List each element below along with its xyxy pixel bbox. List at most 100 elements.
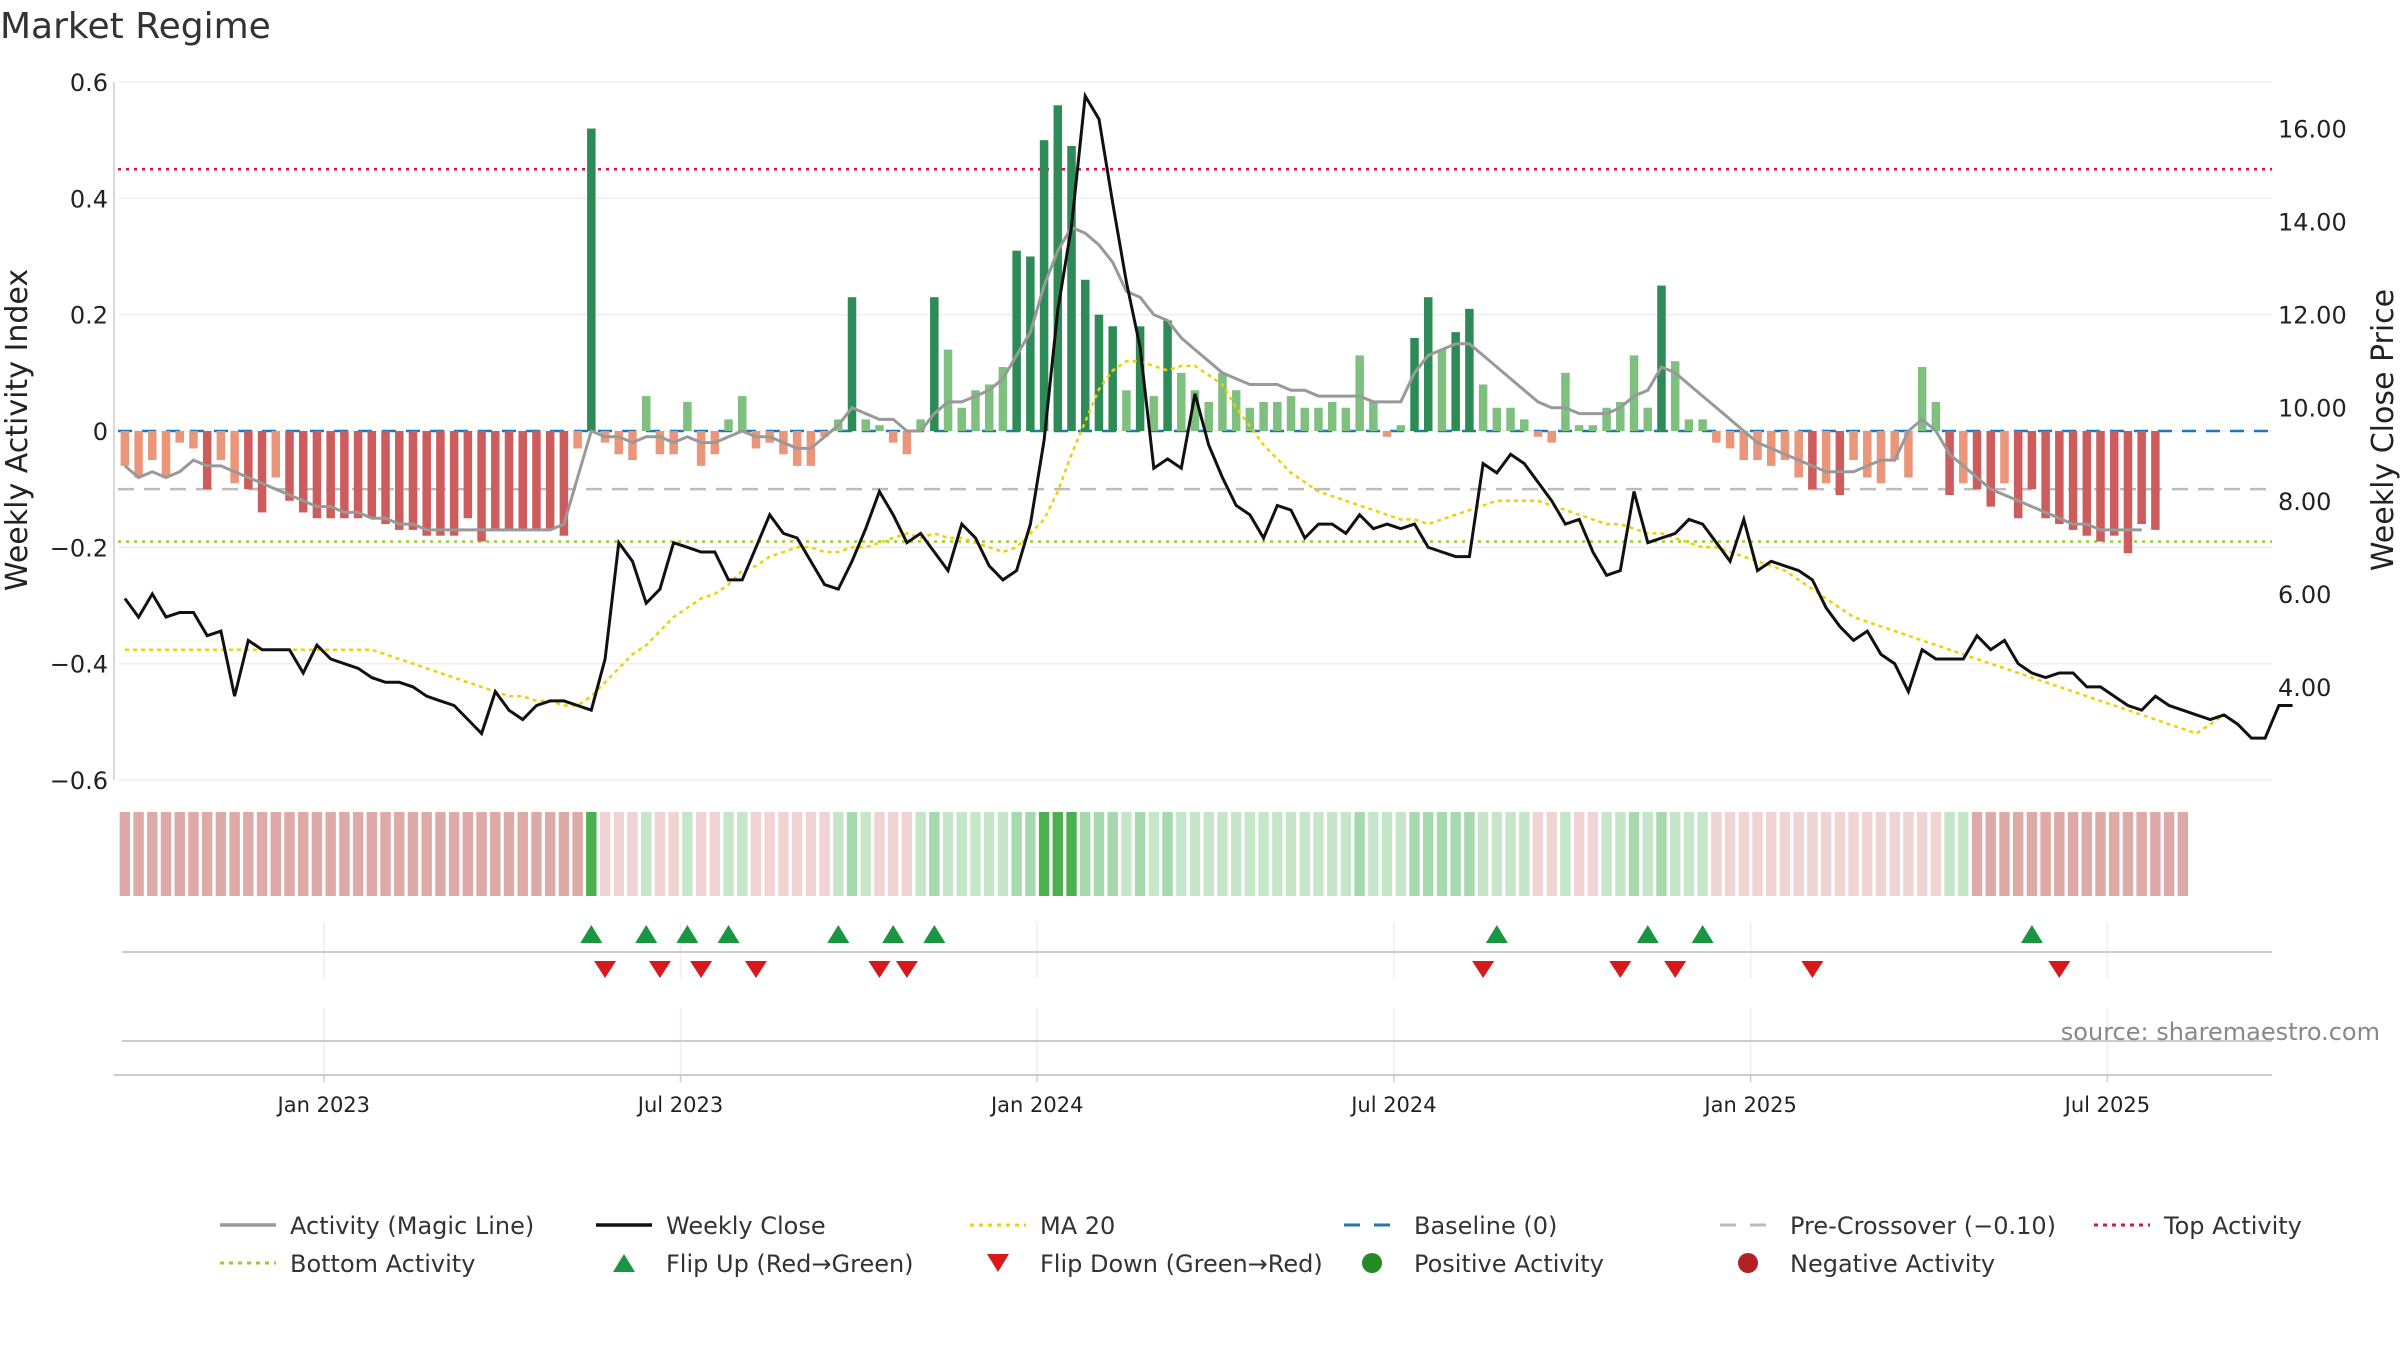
activity-bar (751, 431, 761, 449)
activity-bar (1423, 297, 1433, 431)
legend-circle-icon (1362, 1253, 1382, 1273)
regime-cell (544, 812, 556, 896)
regime-cell (1587, 812, 1599, 896)
activity-bar (1698, 419, 1707, 431)
magic-line (123, 225, 2142, 532)
regime-cell (229, 812, 240, 896)
regime-cell (1820, 812, 1832, 896)
regime-cell (1258, 812, 1269, 896)
activity-bar (984, 384, 994, 431)
activity-bar (1327, 401, 1337, 431)
regime-cell (860, 812, 871, 896)
activity-bar (1108, 326, 1117, 431)
y-right-tick-label: 6.00 (2278, 581, 2331, 609)
activity-bar (587, 128, 596, 432)
activity-bar (271, 431, 281, 478)
activity-bar (614, 431, 624, 455)
activity-bar (2123, 431, 2133, 554)
activity-bar (1712, 431, 1721, 443)
flip-up-marker (1691, 925, 1714, 943)
regime-cell (846, 812, 858, 896)
regime-cell (2177, 812, 2189, 896)
flip-down-marker (895, 961, 918, 978)
activity-bar (408, 431, 418, 530)
regime-cell (613, 812, 624, 896)
regime-cell (1601, 812, 1612, 896)
activity-bar (943, 349, 953, 431)
activity-bar (2137, 431, 2146, 525)
activity-bar (930, 297, 939, 431)
regime-cell (1450, 812, 1461, 896)
regime-cell (709, 812, 721, 896)
regime-cell (1560, 812, 1571, 896)
activity-bar (1135, 326, 1145, 431)
regime-cell (407, 812, 419, 896)
activity-bar (1876, 431, 1886, 484)
regime-cell (1656, 812, 1667, 896)
y-left-tick-label: 0 (93, 418, 108, 446)
regime-cell (366, 812, 378, 896)
series-lines (123, 91, 2293, 740)
activity-bar (1355, 355, 1364, 431)
activity-bar (1725, 431, 1735, 449)
regime-cell (243, 812, 254, 896)
regime-cell (1368, 812, 1379, 896)
activity-bar (1917, 367, 1927, 431)
activity-bar (285, 431, 294, 501)
regime-cell (1203, 812, 1214, 896)
regime-cell (901, 812, 913, 896)
legend: Activity (Magic Line) Weekly Close MA 20 Ba… (220, 1212, 2302, 1278)
activity-bar (902, 431, 912, 455)
flip-down-marker (744, 961, 767, 978)
activity-bar (1149, 396, 1159, 431)
y-axis-right-title: Weekly Close Price (2366, 289, 2400, 571)
regime-cell (1916, 812, 1928, 896)
activity-bar (175, 431, 184, 443)
legend-label: Flip Down (Green→Red) (1040, 1250, 1323, 1278)
regime-cell (1093, 812, 1105, 896)
flip-up-marker (676, 925, 699, 943)
regime-cell (311, 812, 323, 896)
activity-bar (1780, 431, 1790, 461)
activity-bar (1369, 401, 1378, 431)
source-label: source: sharemaestro.com (2061, 1018, 2380, 1046)
activity-bar (696, 431, 706, 466)
activity-bar (216, 431, 226, 461)
activity-bar (998, 367, 1008, 431)
regime-cell (2040, 812, 2051, 896)
regime-cell (1409, 812, 1420, 896)
activity-bar (724, 419, 733, 431)
legend-item: Flip Up (Red→Green) (613, 1250, 914, 1278)
activity-bar (1959, 431, 1968, 484)
regime-cell (942, 812, 954, 896)
activity-bar (1094, 314, 1104, 431)
y-left-tick-label: 0.4 (70, 185, 108, 213)
regime-cell (201, 812, 213, 896)
activity-bar (1561, 372, 1570, 431)
regime-cell (1999, 812, 2010, 896)
regime-cell (517, 812, 528, 896)
regime-cell (1107, 812, 1118, 896)
regime-cell (256, 812, 268, 896)
regime-cell (1052, 812, 1064, 896)
activity-bar (1890, 431, 1899, 461)
activity-bar (1533, 431, 1543, 437)
activity-bar (1506, 407, 1515, 431)
regime-cell (1326, 812, 1338, 896)
legend-label: Top Activity (2163, 1212, 2302, 1240)
activity-bar (1520, 419, 1529, 431)
regime-cell (654, 812, 666, 896)
regime-cell (1038, 812, 1050, 896)
regime-cell (956, 812, 967, 896)
legend-label: Pre-Crossover (−0.10) (1790, 1212, 2056, 1240)
regime-cell (874, 812, 885, 896)
activity-bar (2068, 431, 2078, 530)
activity-bar (1863, 431, 1872, 478)
regime-cell (147, 812, 158, 896)
regime-cell (695, 812, 707, 896)
regime-cell (2136, 812, 2147, 896)
legend-item: Pre-Crossover (−0.10) (1720, 1212, 2056, 1240)
regime-cell (1381, 812, 1393, 896)
activity-bar (1547, 431, 1556, 443)
